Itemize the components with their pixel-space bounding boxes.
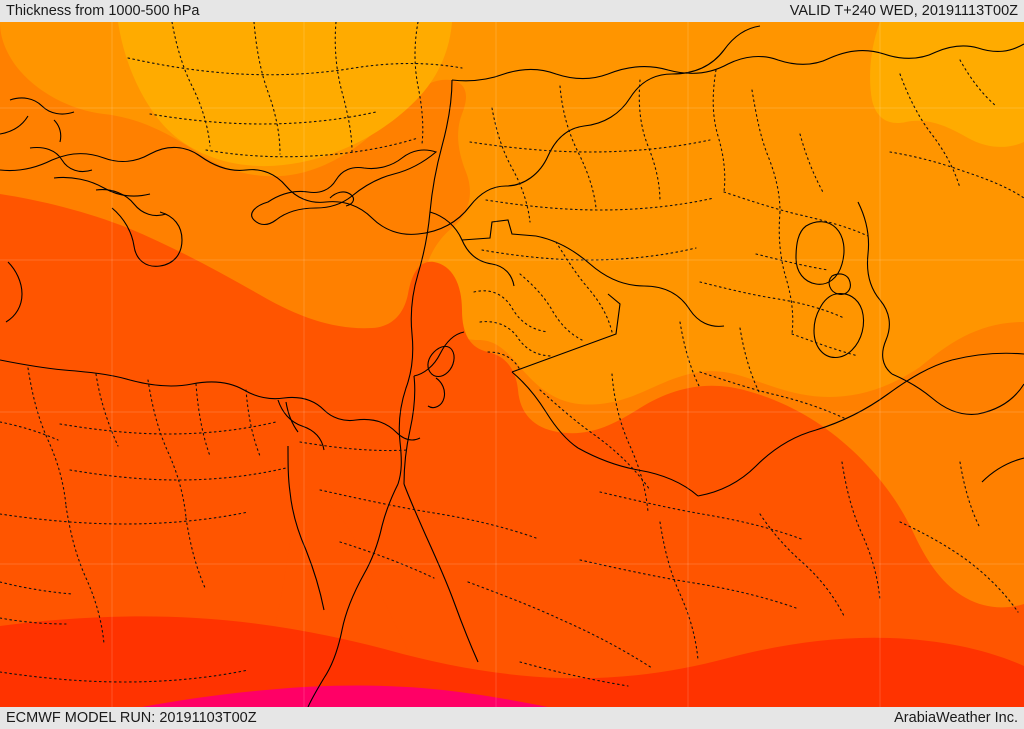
bottom-info-bar: ECMWF MODEL RUN: 20191103T00Z ArabiaWeat… xyxy=(0,707,1024,729)
valid-time-label: VALID T+240 WED, 20191113T00Z xyxy=(789,3,1018,19)
band-amber-iran-patch xyxy=(941,72,991,112)
model-run-label: ECMWF MODEL RUN: 20191103T00Z xyxy=(6,710,257,726)
map-canvas[interactable] xyxy=(0,22,1024,707)
chart-title: Thickness from 1000-500 hPa xyxy=(6,3,200,19)
coastline-layer xyxy=(0,25,1024,707)
thickness-contour-map xyxy=(0,22,1024,707)
admin-boundary-layer xyxy=(0,22,1024,687)
band-red xyxy=(0,616,1024,707)
provider-label: ArabiaWeather Inc. xyxy=(894,710,1018,726)
band-amber-anatolia xyxy=(118,22,452,167)
graticule-layer xyxy=(0,22,1024,707)
band-orange-red xyxy=(0,194,1024,707)
band-magenta xyxy=(142,685,548,707)
top-info-bar: Thickness from 1000-500 hPa VALID T+240 … xyxy=(0,0,1024,22)
